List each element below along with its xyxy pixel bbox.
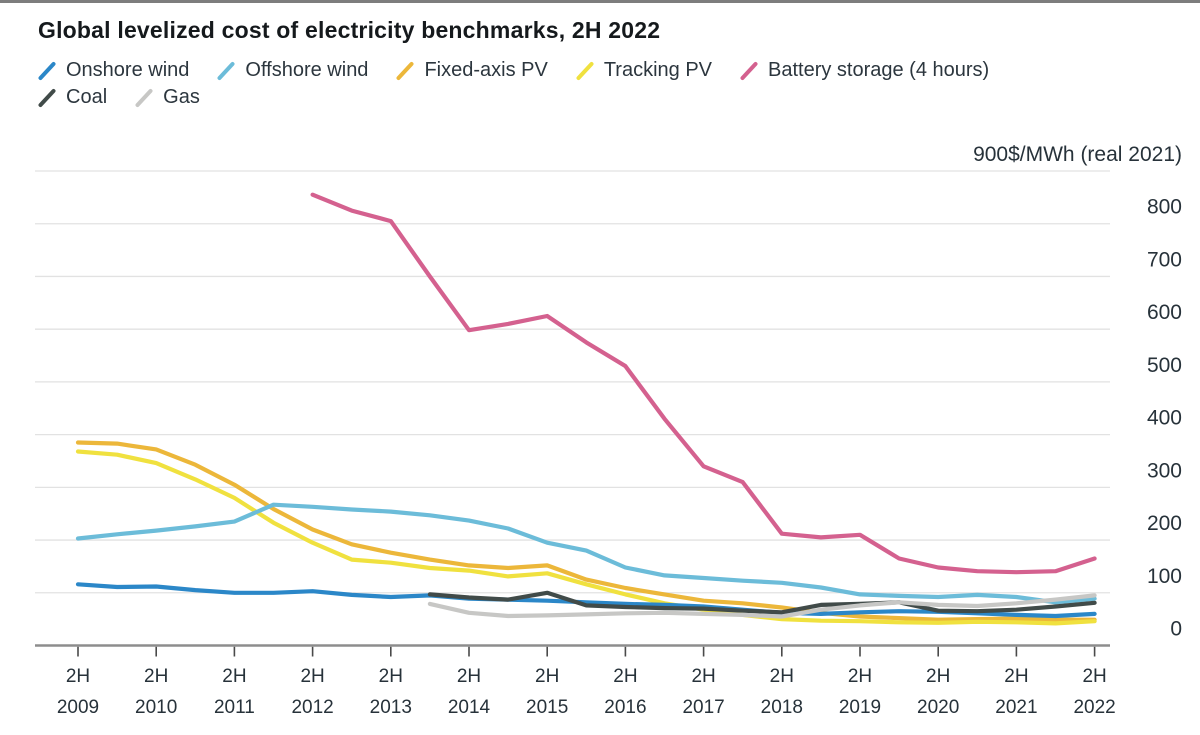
y-tick-label: 700 — [1147, 248, 1182, 271]
legend-item-battery-storage-4-hours: Battery storage (4 hours) — [738, 59, 989, 82]
legend-slash-icon — [576, 61, 594, 80]
legend-item-onshore-wind: Onshore wind — [36, 59, 189, 82]
legend-item-label: Onshore wind — [66, 59, 190, 81]
series-lines — [75, 192, 1097, 626]
legend-slash-icon — [217, 61, 235, 80]
series-line-onshore-wind — [75, 582, 1097, 619]
legend-slash-icon — [135, 88, 153, 107]
x-tick-label-half: 2H — [770, 666, 794, 687]
series-line-gas — [427, 593, 1097, 619]
page-title: Global levelized cost of electricity ben… — [38, 17, 661, 43]
x-tick-label-half: 2H — [926, 666, 950, 687]
legend-item-label: Gas — [163, 86, 200, 108]
chart-legend: Onshore wind Offshore wind Fixed-axis PV Tr… — [36, 59, 1116, 109]
x-axis: 2H 2009 2H 2010 2H 2011 2H 2012 2H 2013 2H 2014 2H 20… — [57, 646, 1116, 718]
x-tick-label-half: 2H — [66, 666, 90, 687]
legend-item-label: Offshore wind — [245, 59, 369, 81]
top-rule — [0, 0, 1200, 3]
x-tick-label-year: 2009 — [57, 697, 99, 718]
legend-item-label: Tracking PV — [603, 59, 712, 81]
x-tick-label-year: 2010 — [135, 697, 177, 718]
y-tick-label: 300 — [1147, 459, 1182, 482]
legend-item-tracking-pv: Tracking PV — [574, 59, 712, 82]
x-tick-label-year: 2019 — [839, 697, 881, 718]
y-tick-label: 0 — [1170, 618, 1182, 641]
x-tick-label-year: 2018 — [761, 697, 803, 718]
x-tick-label-half: 2H — [848, 666, 872, 687]
legend-row-2: Coal Gas — [36, 86, 1116, 109]
x-tick-label-year: 2017 — [682, 697, 724, 718]
x-tick-label-half: 2H — [222, 666, 246, 687]
legend-slash-icon — [38, 88, 56, 107]
x-tick-label-half: 2H — [144, 666, 168, 687]
x-tick-label-year: 2016 — [604, 697, 646, 718]
series-line-battery-storage-4-hours — [310, 192, 1097, 575]
legend-item-fixed-axis-pv: Fixed-axis PV — [394, 59, 548, 82]
legend-slash-icon — [38, 61, 56, 80]
legend-slash-icon — [740, 61, 758, 80]
y-tick-label: 800 — [1147, 196, 1182, 219]
legend-item-label: Fixed-axis PV — [424, 59, 548, 81]
x-tick-label-year: 2013 — [370, 697, 412, 718]
x-tick-label-half: 2H — [613, 666, 637, 687]
y-tick-label: 200 — [1147, 512, 1182, 535]
x-tick-label-year: 2021 — [995, 697, 1037, 718]
y-tick-label: 900$/MWh (real 2021) — [973, 143, 1182, 166]
x-tick-label-half: 2H — [691, 666, 715, 687]
legend-item-label: Coal — [66, 86, 108, 108]
y-tick-label: 100 — [1147, 565, 1182, 588]
series-line-offshore-wind — [75, 502, 1097, 605]
legend-row-1: Onshore wind Offshore wind Fixed-axis PV Tr… — [36, 59, 1116, 82]
y-axis-labels: 0 100 200 300 400 500 600 700 800 900$/MWh (real … — [973, 143, 1182, 640]
series-line-fixed-axis-pv — [75, 440, 1097, 622]
x-tick-label-year: 2014 — [448, 697, 491, 718]
y-tick-label: 600 — [1147, 301, 1182, 324]
x-tick-label-year: 2012 — [291, 697, 333, 718]
legend-item-gas: Gas — [133, 86, 200, 109]
series-line-coal — [427, 590, 1097, 615]
x-tick-label-half: 2H — [1004, 666, 1028, 687]
legend-item-offshore-wind: Offshore wind — [215, 59, 368, 82]
x-tick-label-half: 2H — [535, 666, 559, 687]
x-tick-label-half: 2H — [379, 666, 403, 687]
series-line-tracking-pv — [75, 449, 1097, 626]
x-tick-label-year: 2022 — [1073, 697, 1115, 718]
x-tick-label-half: 2H — [457, 666, 481, 687]
legend-item-coal: Coal — [36, 86, 107, 109]
x-tick-label-half: 2H — [300, 666, 324, 687]
legend-item-label: Battery storage (4 hours) — [768, 59, 990, 81]
x-tick-label-year: 2011 — [214, 697, 255, 718]
x-tick-label-year: 2015 — [526, 697, 568, 718]
y-tick-label: 400 — [1147, 407, 1182, 430]
x-tick-label-half: 2H — [1082, 666, 1106, 687]
x-tick-label-year: 2020 — [917, 697, 959, 718]
legend-slash-icon — [396, 61, 414, 80]
y-tick-label: 500 — [1147, 354, 1182, 377]
